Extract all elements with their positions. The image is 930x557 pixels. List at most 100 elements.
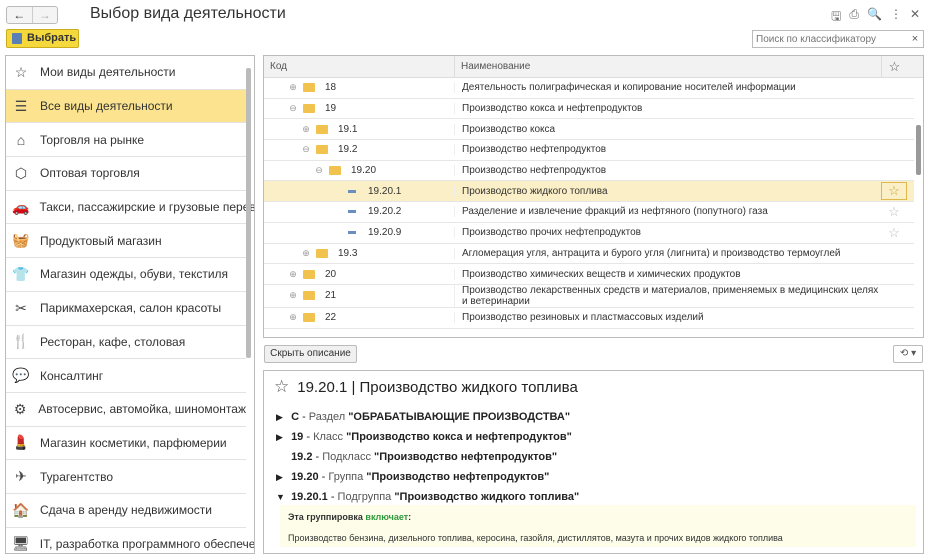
table-row[interactable]: ⊕ 22 Производство резиновых и пластмассовы…	[264, 308, 914, 329]
code-cell: ⊕ 20	[264, 269, 454, 280]
includes-box: Эта группировка включает: Производство б…	[280, 505, 916, 547]
table-row[interactable]: ⊕ 21 Производство лекарственных средств и …	[264, 284, 914, 308]
sidebar-item[interactable]: ⌂ Торговля на рынке	[6, 123, 246, 158]
code-cell: ⊕ 19.3	[264, 248, 454, 259]
table-row[interactable]: ⊕ 19.3 Агломерация угля, антрацита и бурог…	[264, 244, 914, 265]
hide-description-button[interactable]: Скрыть описание	[264, 345, 357, 363]
sidebar-scrollbar[interactable]	[246, 68, 251, 358]
back-button[interactable]: ←	[7, 7, 33, 23]
table-scrollbar[interactable]	[916, 125, 921, 175]
category-icon: ✂	[15, 299, 27, 316]
code-cell: 19.20.2	[264, 206, 454, 217]
table-row[interactable]: ⊖ 19.20 Производство нефтепродуктов	[264, 161, 914, 182]
expand-toggle-icon[interactable]: ⊕	[302, 123, 310, 134]
hierarchy-line: 19.2 - Подкласс "Производство нефтепроду…	[291, 451, 558, 463]
expand-toggle-icon[interactable]: ⊕	[289, 82, 297, 93]
expand-toggle-icon[interactable]: ⊖	[315, 165, 323, 176]
sidebar-item[interactable]: ☆ Мои виды деятельности	[6, 56, 246, 90]
category-icon: 💬	[12, 367, 30, 384]
name-cell: Производство нефтепродуктов	[454, 165, 881, 177]
disclosure-triangle-icon[interactable]: ▶	[276, 432, 283, 442]
favorite-star-icon[interactable]: ☆	[888, 203, 900, 219]
sidebar-item[interactable]: ⚙ Автосервис, автомойка, шиномонтаж	[6, 393, 246, 427]
name-cell: Производство кокса	[454, 123, 881, 135]
favorite-star-icon[interactable]: ☆	[274, 377, 290, 396]
print-icon[interactable]: ⎙	[849, 7, 859, 21]
sidebar-item[interactable]: 🏠 Сдача в аренду недвижимости	[6, 494, 246, 528]
table-row[interactable]: ⊕ 20 Производство химических веществ и хим…	[264, 264, 914, 285]
category-icon: 💄	[12, 434, 30, 451]
sidebar-item-label: Оптовая торговля	[40, 166, 140, 181]
select-button[interactable]: Выбрать	[6, 29, 79, 48]
code-cell: ⊕ 19.1	[264, 124, 454, 135]
expand-toggle-icon[interactable]: ⊕	[289, 268, 297, 279]
hierarchy-line[interactable]: ▶ 19 - Класс "Производство кокса и нефте…	[276, 431, 572, 443]
table-row[interactable]: ⊕ 18 Деятельность полиграфическая и копиро…	[264, 78, 914, 99]
category-icon: ⌂	[16, 131, 26, 148]
item-icon	[348, 231, 356, 235]
favorite-star-icon[interactable]: ☆	[881, 182, 907, 201]
code-text: 19.20	[351, 165, 377, 177]
hierarchy-line[interactable]: ▶ 19.20 - Группа "Производство нефтепрод…	[276, 471, 550, 483]
sidebar-item[interactable]: ✂ Парикмахерская, салон красоты	[6, 292, 246, 326]
sidebar-item[interactable]: 💬 Консалтинг	[6, 359, 246, 393]
folder-icon	[303, 269, 315, 279]
disclosure-triangle-icon[interactable]: ▼	[276, 492, 285, 502]
sidebar-item[interactable]: ☰ Все виды деятельности	[6, 89, 246, 124]
description-panel: ☆ 19.20.1 | Производство жидкого топлива …	[263, 370, 924, 554]
folder-icon	[303, 313, 315, 323]
expand-toggle-icon[interactable]: ⊕	[302, 247, 310, 258]
hierarchy-line[interactable]: ▶ C - Раздел "ОБРАБАТЫВАЮЩИЕ ПРОИЗВОДСТВ…	[276, 411, 571, 423]
expand-toggle-icon[interactable]: ⊕	[289, 312, 297, 323]
table-row[interactable]: 19.20.2 Разделение и извлечение фракций и…	[264, 202, 914, 223]
sidebar-item[interactable]: 💄 Магазин косметики, парфюмерии	[6, 427, 246, 461]
navigation-buttons: ← →	[6, 6, 58, 24]
search-input[interactable]	[753, 31, 907, 47]
table-row[interactable]: ⊕ 19.1 Производство кокса	[264, 119, 914, 141]
name-cell: Производство нефтепродуктов	[454, 144, 881, 156]
history-button[interactable]: ⟲ ▾	[893, 345, 923, 363]
sidebar-item-label: Ресторан, кафе, столовая	[40, 334, 186, 349]
column-name[interactable]: Наименование	[454, 56, 881, 77]
folder-icon	[303, 104, 315, 114]
category-icon: ✈	[15, 468, 27, 485]
clear-search-button[interactable]: ×	[911, 33, 919, 45]
sidebar-item[interactable]: 🧺 Продуктовый магазин	[6, 224, 246, 259]
disclosure-triangle-icon[interactable]: ▶	[276, 472, 283, 482]
expand-toggle-icon[interactable]: ⊖	[302, 144, 310, 155]
column-code[interactable]: Код	[270, 61, 288, 72]
name-cell: Производство резиновых и пластмассовых и…	[454, 312, 881, 324]
table-row[interactable]: ⊖ 19.2 Производство нефтепродуктов	[264, 140, 914, 161]
sidebar-item[interactable]: ✈ Турагентство	[6, 460, 246, 494]
star-column-icon[interactable]: ☆	[881, 56, 907, 77]
close-icon[interactable]: ✕	[909, 7, 920, 21]
expand-toggle-icon[interactable]: ⊕	[289, 290, 297, 301]
sidebar-item[interactable]: 🖥 IT, разработка программного обеспечения	[6, 528, 254, 553]
sidebar-item[interactable]: 🍴 Ресторан, кафе, столовая	[6, 326, 246, 360]
table-row[interactable]: ⊖ 19 Производство кокса и нефтепродуктов	[264, 99, 914, 120]
more-icon[interactable]: ⋮	[889, 7, 902, 21]
preview-icon[interactable]: 🔍	[866, 7, 882, 21]
sidebar-item-label: Автосервис, автомойка, шиномонтаж	[38, 402, 246, 417]
sidebar-item-label: Продуктовый магазин	[40, 233, 162, 248]
table-row[interactable]: 19.20.1 Производство жидкого топлива ☆	[264, 181, 914, 203]
category-icon: ☆	[14, 63, 28, 80]
sidebar-item-label: Магазин косметики, парфюмерии	[40, 435, 227, 450]
sidebar-item[interactable]: ⬡ Оптовая торговля	[6, 157, 246, 191]
sidebar-item[interactable]: 👕 Магазин одежды, обуви, текстиля	[6, 258, 246, 292]
sidebar-item[interactable]: 🚗 Такси, пассажирские и грузовые перевозк…	[6, 191, 254, 225]
table-row[interactable]: 19.20.9 Производство прочих нефтепродукто…	[264, 223, 914, 244]
expand-toggle-icon[interactable]: ⊖	[289, 103, 297, 114]
favorite-star-icon[interactable]: ☆	[888, 224, 900, 240]
forward-button[interactable]: →	[38, 8, 51, 22]
code-cell: 19.20.1	[264, 186, 454, 197]
name-cell: Производство жидкого топлива	[454, 185, 881, 197]
name-cell: Производство кокса и нефтепродуктов	[454, 103, 881, 115]
window-toolbar: 🖫 ⎙ 🔍 ⋮ ✕	[831, 7, 920, 28]
hierarchy-line[interactable]: ▼ 19.20.1 - Подгруппа "Производство жидк…	[276, 491, 580, 503]
disclosure-triangle-icon[interactable]: ▶	[276, 412, 283, 422]
code-cell: ⊕ 21	[264, 290, 454, 301]
save-icon[interactable]: 🖫	[831, 9, 842, 23]
name-cell: Агломерация угля, антрацита и бурого угл…	[454, 247, 881, 259]
folder-icon	[316, 145, 328, 155]
